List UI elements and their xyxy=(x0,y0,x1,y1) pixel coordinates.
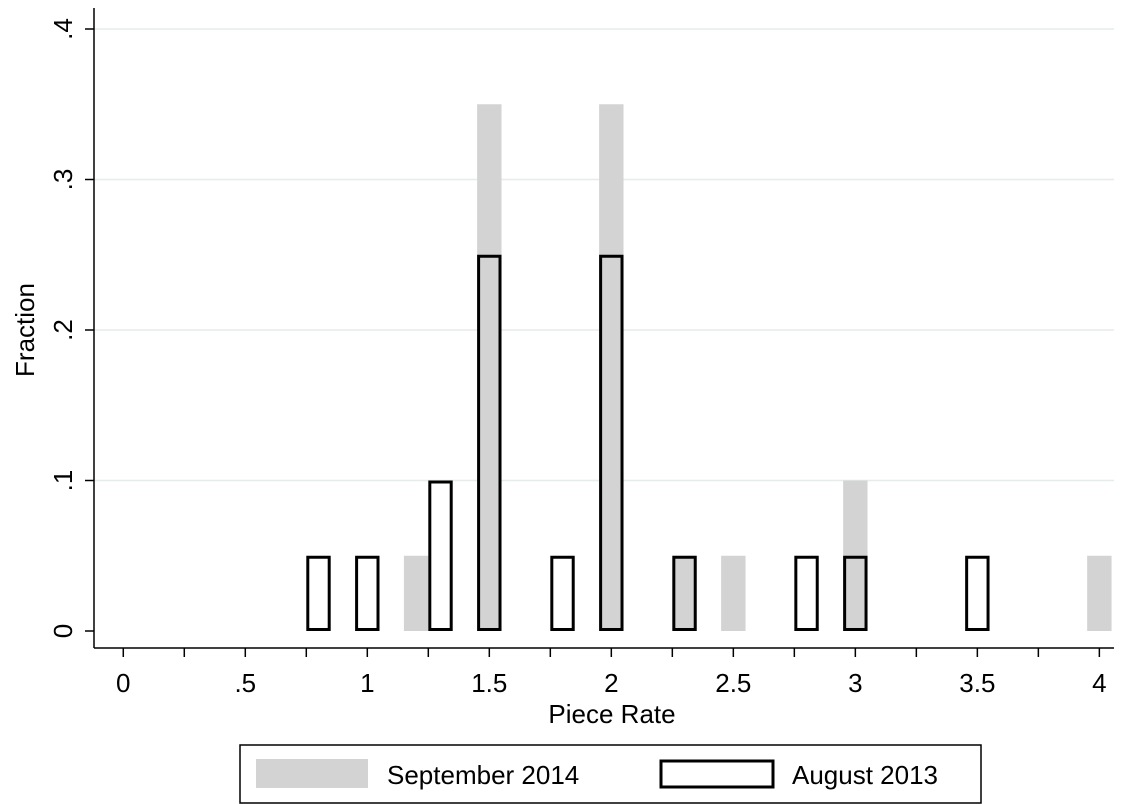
x-tick-label: 2.5 xyxy=(715,668,751,698)
x-tick-label: 1.5 xyxy=(471,668,507,698)
y-tick-label: .1 xyxy=(48,470,78,492)
y-axis-title: Fraction xyxy=(10,283,40,377)
bar xyxy=(843,555,868,631)
bar xyxy=(306,555,331,631)
bar xyxy=(477,254,502,631)
x-tick-label: 3.5 xyxy=(959,668,995,698)
bar xyxy=(428,480,453,631)
legend: September 2014 August 2013 xyxy=(239,744,982,804)
legend-swatch-august-2013 xyxy=(659,759,775,789)
y-tick-label: .3 xyxy=(48,169,78,191)
bar xyxy=(672,555,697,631)
y-tick-label: .4 xyxy=(48,18,78,40)
x-axis-title: Piece Rate xyxy=(548,699,675,729)
bar xyxy=(355,555,380,631)
y-tick-label: .2 xyxy=(48,319,78,341)
x-tick-label: 2 xyxy=(604,668,618,698)
x-tick-label: 4 xyxy=(1092,668,1106,698)
bar xyxy=(794,555,819,631)
august-2013-bars xyxy=(306,254,990,631)
bar xyxy=(721,555,746,631)
bar xyxy=(403,555,429,631)
bar xyxy=(599,254,624,631)
bar xyxy=(1087,555,1112,631)
legend-swatch-september-2014 xyxy=(256,759,368,788)
bar xyxy=(965,555,990,631)
legend-label-august-2013: August 2013 xyxy=(792,760,938,790)
legend-label-september-2014: September 2014 xyxy=(387,760,579,790)
bar xyxy=(599,104,624,631)
bar xyxy=(672,555,697,631)
september-2014-bars xyxy=(403,104,1112,631)
x-tick-label: 0 xyxy=(116,668,130,698)
bar xyxy=(550,555,575,631)
bar xyxy=(477,104,502,631)
x-tick-label: .5 xyxy=(234,668,256,698)
x-tick-label: 1 xyxy=(360,668,374,698)
y-tick-label: 0 xyxy=(48,624,78,638)
axes: 0 .1 .2 .3 .4 0 .5 1 1.5 2 2.5 3 3.5 4 xyxy=(48,8,1114,698)
x-tick-label: 3 xyxy=(848,668,862,698)
